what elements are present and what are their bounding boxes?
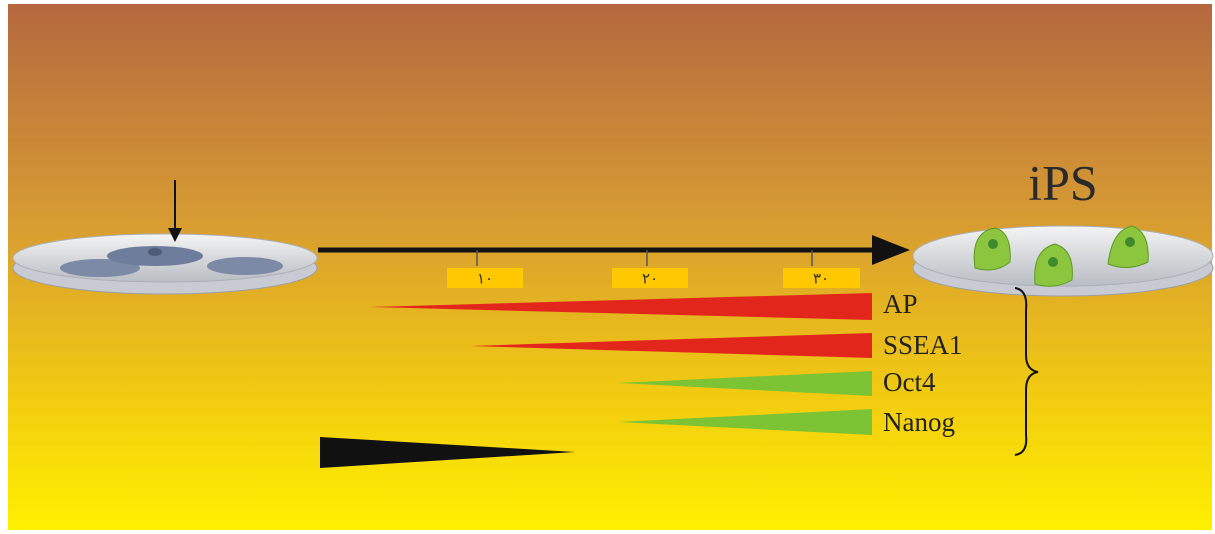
ticks	[476, 250, 813, 266]
somatic-wedge	[320, 437, 575, 468]
tick-label: ٣٠	[813, 270, 829, 288]
tick-label: ٢٠	[642, 270, 658, 288]
marker-wedge	[370, 293, 872, 320]
tick-box	[447, 268, 523, 288]
marker-label: Nanog	[883, 407, 955, 437]
tick-box	[612, 268, 688, 288]
tick-box	[783, 268, 860, 288]
marker-wedge	[618, 409, 872, 435]
marker-label: Oct4	[883, 367, 936, 397]
marker-label: AP	[883, 289, 918, 319]
brace	[1014, 287, 1039, 456]
timeline-arrow-head	[872, 235, 910, 265]
marker-wedge	[618, 371, 872, 396]
marker-wedge	[470, 333, 872, 358]
down-arrow-head	[168, 228, 182, 242]
marker-label: SSEA1	[883, 330, 963, 360]
culture-dish	[12, 233, 318, 295]
ips-dish	[912, 225, 1214, 297]
tick-label: ١٠	[477, 270, 493, 288]
title: iPS	[1028, 154, 1098, 210]
